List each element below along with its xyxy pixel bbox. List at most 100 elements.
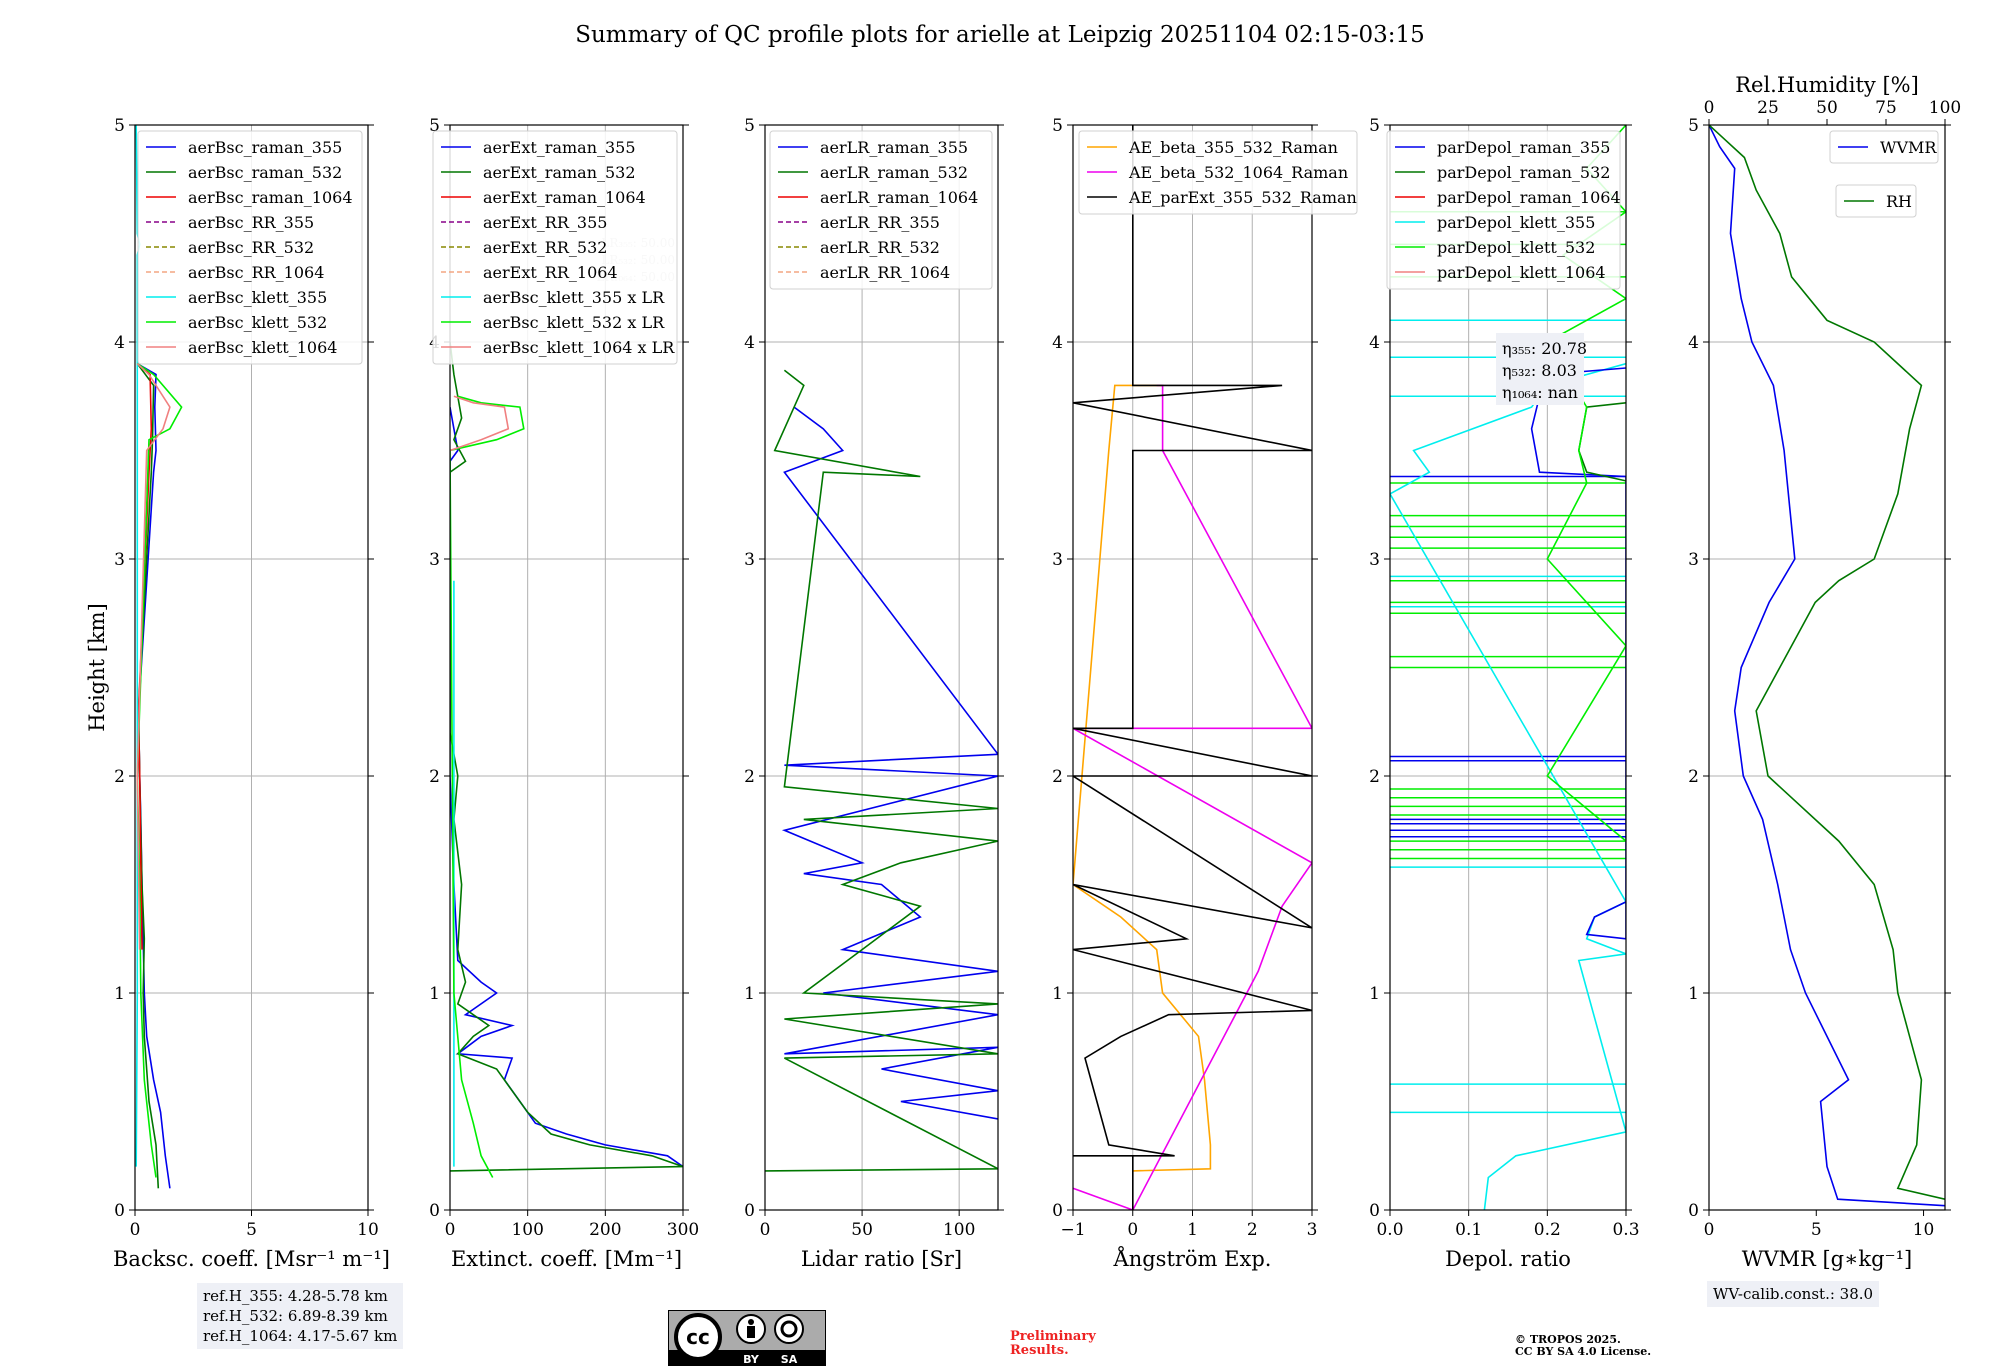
legend-label: parDepol_raman_355 <box>1437 138 1610 157</box>
ref-height-355: ref.H_355: 4.28-5.78 km <box>203 1287 388 1305</box>
y-tick-label: 3 <box>1052 550 1063 570</box>
x-axis-label: Depol. ratio <box>1445 1247 1571 1271</box>
x-axis-label: Ångström Exp. <box>1113 1246 1272 1271</box>
page-title: Summary of QC profile plots for arielle … <box>575 22 1425 48</box>
eta-label: η₁₀₆₄: nan <box>1502 383 1578 402</box>
eta-bg <box>1496 333 1584 405</box>
x-tick-label: 10 <box>357 1220 379 1240</box>
legend-label: aerExt_RR_355 <box>483 213 607 232</box>
y-axis-label: Height [km] <box>85 603 109 732</box>
y-tick-label: 3 <box>744 550 755 570</box>
x-tick-label: 0.3 <box>1612 1220 1639 1240</box>
legend: aerLR_raman_355 aerLR_raman_532 aerLR_rama… <box>769 130 993 290</box>
y-tick-label: 5 <box>1688 116 1699 136</box>
y-tick-label: 0 <box>744 1201 755 1221</box>
legend: aerExt_raman_355 aerExt_raman_532 aerExt_r… <box>432 130 678 365</box>
legend-box <box>1386 130 1621 290</box>
y-tick-label: 2 <box>744 767 755 787</box>
legend-label: parDepol_raman_1064 <box>1437 188 1621 207</box>
legend-label: aerLR_raman_355 <box>820 138 968 157</box>
copyright-line-1: © TROPOS 2025. <box>1515 1333 1621 1346</box>
eta-label: η₃₅₅: 20.78 <box>1502 339 1587 358</box>
x-tick-label: 100 <box>511 1220 543 1240</box>
x-tick-label: 3 <box>1307 1220 1318 1240</box>
y-tick-label: 1 <box>1052 984 1063 1004</box>
x-tick-label: 10 <box>1913 1220 1935 1240</box>
y-tick-label: 2 <box>1369 767 1380 787</box>
series-group <box>450 341 683 1178</box>
y-tick-label: 3 <box>1688 550 1699 570</box>
x-tick-label: −1 <box>1060 1220 1085 1240</box>
ref-height-532: ref.H_532: 6.89-8.39 km <box>203 1307 388 1325</box>
legend-box <box>1829 130 1939 164</box>
legend-label: aerExt_raman_1064 <box>483 188 646 207</box>
copyright-line-2: CC BY SA 4.0 License. <box>1515 1345 1652 1358</box>
y-tick-label: 0 <box>1052 1201 1063 1221</box>
legend: parDepol_raman_355 parDepol_raman_532 parD… <box>1386 130 1621 290</box>
x-tick-label: 0 <box>445 1220 456 1240</box>
legend-label: WVMR <box>1880 138 1937 157</box>
y-tick-label: 4 <box>1052 333 1063 353</box>
x-tick-label: 0.2 <box>1534 1220 1561 1240</box>
y-tick-label: 2 <box>1052 767 1063 787</box>
series-aerBsc_klett_1064 x LR <box>450 395 510 452</box>
legend-label: aerLR_raman_532 <box>820 163 968 182</box>
y-tick-label: 3 <box>429 550 440 570</box>
cc-glyph: cc <box>686 1325 710 1349</box>
y-tick-label: 3 <box>114 550 125 570</box>
series-aerBsc_raman_532 <box>136 363 160 1189</box>
x-tick-label: 1 <box>1187 1220 1198 1240</box>
x-tick-label: 0 <box>1704 1220 1715 1240</box>
series-parDepol_klett_532 <box>1546 125 1626 842</box>
series-aerBsc_klett_1064 <box>136 363 171 950</box>
legend-label: aerBsc_raman_532 <box>188 163 342 182</box>
axes-frame <box>1072 124 1313 1211</box>
axes-frame <box>1389 124 1627 1211</box>
series-group <box>1709 125 1945 1207</box>
y-tick-label: 5 <box>1369 116 1380 136</box>
series-group <box>135 125 183 1189</box>
panel-bsc: 0 5 10 0 1 2 3 4 5 Backsc. coeff. [Msr⁻¹ m⁻¹] Heig… <box>85 116 390 1271</box>
legend-label: AE_beta_532_1064_Raman <box>1128 163 1348 182</box>
series-aerBsc_klett_532 x LR <box>450 395 525 1178</box>
series-WVMR <box>1709 125 1945 1207</box>
y-tick-label: 1 <box>1369 984 1380 1004</box>
legend-box <box>432 130 678 365</box>
y-tick-label: 5 <box>744 116 755 136</box>
top-x-tick-label: 0 <box>1704 98 1715 118</box>
x-tick-label: 50 <box>851 1220 873 1240</box>
legend-box <box>769 130 993 290</box>
legend-label: aerBsc_klett_355 x LR <box>483 288 665 307</box>
y-tick-label: 0 <box>1369 1201 1380 1221</box>
axes-frame <box>449 124 684 1211</box>
legend-label: aerBsc_RR_532 <box>188 238 314 257</box>
legend-label: aerLR_raman_1064 <box>820 188 978 207</box>
legend-label: parDepol_klett_1064 <box>1437 263 1606 282</box>
top-axis-label: Rel.Humidity [%] <box>1735 73 1919 97</box>
x-tick-label: 0.1 <box>1455 1220 1482 1240</box>
legend-label: AE_beta_355_532_Raman <box>1128 138 1338 157</box>
y-tick-label: 5 <box>1052 116 1063 136</box>
y-tick-label: 2 <box>114 767 125 787</box>
legend-box <box>1078 130 1358 215</box>
x-tick-label: 5 <box>1811 1220 1822 1240</box>
x-tick-label: 0.0 <box>1376 1220 1403 1240</box>
x-axis-label: WVMR [g∗kg⁻¹] <box>1742 1247 1913 1271</box>
legend: AE_beta_355_532_Raman AE_beta_532_1064_Ra… <box>1078 130 1358 215</box>
series-aerExt_raman_532 <box>450 341 683 1172</box>
x-tick-label: 200 <box>589 1220 621 1240</box>
series-aerBsc_klett_532 <box>136 363 183 1178</box>
legend-label: aerBsc_RR_355 <box>188 213 314 232</box>
legend-label: RH <box>1886 192 1912 211</box>
top-x-tick-label: 50 <box>1816 98 1838 118</box>
legend-label: aerExt_RR_1064 <box>483 263 618 282</box>
x-axis-label: Extinct. coeff. [Mm⁻¹] <box>451 1247 682 1271</box>
x-tick-label: 300 <box>667 1220 699 1240</box>
legend-label: aerLR_RR_1064 <box>820 263 950 282</box>
legend-label: aerBsc_klett_532 x LR <box>483 313 665 332</box>
legend-label: aerBsc_klett_1064 <box>188 338 337 357</box>
legend-label: AE_parExt_355_532_Raman <box>1128 188 1357 207</box>
